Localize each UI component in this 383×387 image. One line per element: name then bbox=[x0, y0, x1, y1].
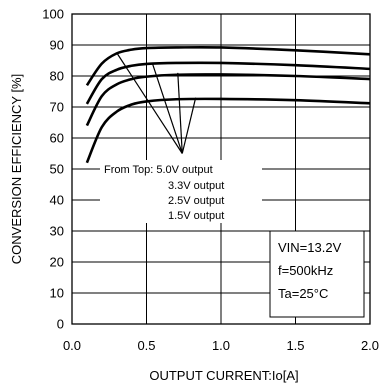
y-tick-label: 90 bbox=[50, 38, 64, 53]
pointer-line-2 bbox=[151, 63, 183, 154]
y-tick-label: 80 bbox=[50, 69, 64, 84]
y-tick-label: 0 bbox=[57, 317, 64, 332]
conditions-box: VIN=13.2V f=500kHz Ta=25°C bbox=[269, 230, 365, 318]
annotation-label-5v: 5.0V output bbox=[156, 164, 212, 176]
efficiency-curve-4 bbox=[85, 97, 371, 164]
annotation-label-1v5: 1.5V output bbox=[168, 210, 224, 222]
y-tick-label: 50 bbox=[50, 162, 64, 177]
y-tick-label: 100 bbox=[42, 7, 64, 22]
pointer-line-4 bbox=[181, 97, 197, 154]
annotation-prefix: From Top: bbox=[104, 164, 156, 176]
annotation-line: From Top: 5.0V output bbox=[104, 164, 213, 176]
y-tick-label: 70 bbox=[50, 100, 64, 115]
x-tick-labels: 0.0 0.5 1.0 1.5 2.0 bbox=[63, 338, 379, 353]
plot-frame bbox=[71, 13, 371, 325]
conditions-frame bbox=[269, 230, 365, 318]
x-tick-label: 0.5 bbox=[137, 338, 155, 353]
condition-frequency: f=500kHz bbox=[278, 263, 333, 278]
x-tick-label: 1.5 bbox=[286, 338, 304, 353]
pointer-line-3 bbox=[177, 72, 183, 154]
y-tick-labels: 0 10 20 30 40 50 60 70 80 90 100 bbox=[42, 7, 64, 332]
y-tick-label: 20 bbox=[50, 255, 64, 270]
annotation-background bbox=[100, 160, 262, 223]
condition-temperature: Ta=25°C bbox=[278, 286, 328, 301]
y-tick-label: 30 bbox=[50, 224, 64, 239]
condition-vin: VIN=13.2V bbox=[278, 240, 342, 255]
y-axis-title: CONVERSION EFFICIENCY [%] bbox=[9, 74, 24, 264]
y-tick-label: 60 bbox=[50, 131, 64, 146]
x-tick-label: 1.0 bbox=[212, 338, 230, 353]
series-annotation: From Top: 5.0V output 3.3V output 2.5V o… bbox=[100, 160, 262, 223]
annotation-pointers bbox=[116, 52, 197, 154]
efficiency-curves bbox=[85, 45, 371, 164]
efficiency-curve-2 bbox=[85, 61, 371, 105]
y-tick-label: 40 bbox=[50, 193, 64, 208]
x-tick-label: 2.0 bbox=[361, 338, 379, 353]
annotation-label-2v5: 2.5V output bbox=[168, 195, 224, 207]
y-tick-label: 10 bbox=[50, 286, 64, 301]
annotation-label-3v3: 3.3V output bbox=[168, 180, 224, 192]
x-tick-label: 0.0 bbox=[63, 338, 81, 353]
efficiency-curve-3 bbox=[85, 73, 371, 127]
x-axis-title: OUTPUT CURRENT:Io[A] bbox=[149, 368, 298, 383]
efficiency-curve-1 bbox=[85, 45, 371, 87]
pointer-line-1 bbox=[116, 52, 183, 154]
